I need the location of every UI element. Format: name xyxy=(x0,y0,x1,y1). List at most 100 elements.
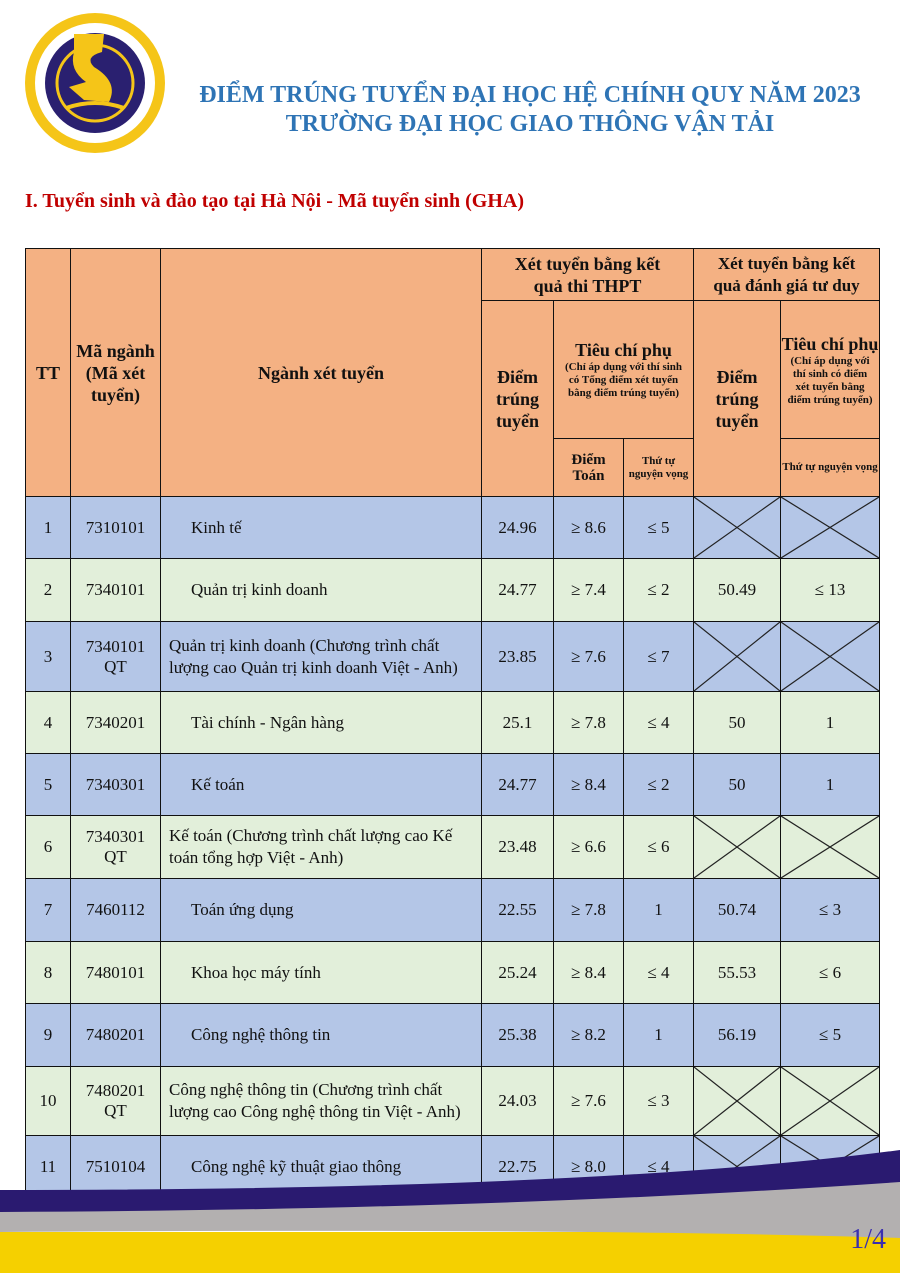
row-math-criteria: ≥ 8.4 xyxy=(553,941,624,1004)
row-order-criteria: ≤ 5 xyxy=(622,496,695,559)
header-thpt-score: Điểm trúng tuyển xyxy=(481,300,554,497)
row-major: Công nghệ thông tin (Chương trình chất l… xyxy=(160,1066,482,1136)
criteria-title: Tiêu chí phụ xyxy=(781,333,879,354)
row-tsa-score xyxy=(693,1066,782,1136)
table-row: 2 7340101 Quản trị kinh doanh 24.77 ≥ 7.4 ≤ 2… xyxy=(25,558,881,622)
row-tt: 5 xyxy=(25,753,71,816)
header-tsa-criteria: Tiêu chí phụ (Chỉ áp dụng với thí sinh c… xyxy=(780,300,881,439)
row-major: Kinh tế xyxy=(160,496,482,559)
not-applicable-cross-icon xyxy=(781,497,879,558)
header-tsa-group: Xét tuyển bằng kết quả đánh giá tư duy xyxy=(693,248,881,301)
row-math-criteria: ≥ 8.4 xyxy=(553,753,624,816)
row-tsa-score: 56.19 xyxy=(693,1003,782,1067)
row-tsa-score xyxy=(693,815,782,879)
row-code: 7310101 xyxy=(70,496,161,559)
row-tt: 7 xyxy=(25,878,71,942)
row-thpt-score: 23.48 xyxy=(481,815,554,879)
row-major: Công nghệ thông tin xyxy=(160,1003,482,1067)
row-tsa-score: 50.74 xyxy=(693,878,782,942)
row-math-criteria: ≥ 8.6 xyxy=(553,496,624,559)
row-tsa-score: 50 xyxy=(693,753,782,816)
header-major: Ngành xét tuyển xyxy=(160,248,482,497)
row-tsa-order: ≤ 6 xyxy=(780,941,881,1004)
header-tsa-score: Điểm trúng tuyển xyxy=(693,300,782,497)
row-tt: 8 xyxy=(25,941,71,1004)
row-tsa-order: ≤ 5 xyxy=(780,1003,881,1067)
row-code: 7340101 xyxy=(70,558,161,622)
not-applicable-cross-icon xyxy=(694,622,780,691)
section-heading: I. Tuyển sinh và đào tạo tại Hà Nội - Mã… xyxy=(25,190,524,212)
row-tsa-order xyxy=(780,815,881,879)
row-math-criteria: ≥ 8.2 xyxy=(553,1003,624,1067)
header-code: Mã ngành (Mã xét tuyển) xyxy=(70,248,161,497)
row-math-criteria: ≥ 7.6 xyxy=(553,1066,624,1136)
header-tsa-order: Thứ tự nguyện vọng xyxy=(780,438,881,497)
row-code: 7480101 xyxy=(70,941,161,1004)
row-tsa-order xyxy=(780,1066,881,1136)
row-tsa-score: 50 xyxy=(693,691,782,754)
table-row: 1 7310101 Kinh tế 24.96 ≥ 8.6 ≤ 5 xyxy=(25,496,881,559)
row-tsa-order: ≤ 13 xyxy=(780,558,881,622)
row-code: 7480201 xyxy=(70,1003,161,1067)
row-thpt-score: 22.55 xyxy=(481,878,554,942)
table-row: 7 7460112 Toán ứng dụng 22.55 ≥ 7.8 1 50.74 ≤ 3 xyxy=(25,878,881,942)
row-tt: 1 xyxy=(25,496,71,559)
row-tsa-score: 55.53 xyxy=(693,941,782,1004)
row-thpt-score: 24.96 xyxy=(481,496,554,559)
university-name: TRƯỜNG ĐẠI HỌC GIAO THÔNG VẬN TẢI xyxy=(285,111,775,137)
header-thpt-criteria: Tiêu chí phụ (Chỉ áp dụng với thí sinh c… xyxy=(552,300,695,439)
criteria-title: Tiêu chí phụ xyxy=(575,340,672,360)
not-applicable-cross-icon xyxy=(694,497,780,558)
table-row: 8 7480101 Khoa học máy tính 25.24 ≥ 8.4 ≤ 4 55… xyxy=(25,941,881,1004)
row-order-criteria: 1 xyxy=(622,878,695,942)
table-row: 3 7340101 QT Quản trị kinh doanh (Chương t… xyxy=(25,621,881,692)
row-code: 7460112 xyxy=(70,878,161,942)
row-major: Tài chính - Ngân hàng xyxy=(160,691,482,754)
row-tsa-order: 1 xyxy=(780,753,881,816)
row-major: Quản trị kinh doanh (Chương trình chất l… xyxy=(160,621,482,692)
table-row: 6 7340301 QT Kế toán (Chương trình chất lư… xyxy=(25,815,881,879)
table-row: 9 7480201 Công nghệ thông tin 25.38 ≥ 8.2 1 56… xyxy=(25,1003,881,1067)
row-math-criteria: ≥ 7.8 xyxy=(553,878,624,942)
row-tt: 4 xyxy=(25,691,71,754)
header-thpt-group: Xét tuyển bằng kết quả thi THPT xyxy=(480,248,695,301)
row-thpt-score: 24.77 xyxy=(481,753,554,816)
row-tsa-order xyxy=(780,621,881,692)
row-tt: 6 xyxy=(25,815,71,879)
footer-decoration xyxy=(0,1150,900,1273)
not-applicable-cross-icon xyxy=(781,622,879,691)
row-order-criteria: ≤ 2 xyxy=(622,558,695,622)
admission-scores-table: TT Mã ngành (Mã xét tuyển) Ngành xét tuy… xyxy=(25,248,881,1198)
row-math-criteria: ≥ 7.4 xyxy=(553,558,624,622)
row-major: Kế toán (Chương trình chất lượng cao Kế … xyxy=(160,815,482,879)
header-tt: TT xyxy=(25,248,71,497)
table-row: 4 7340201 Tài chính - Ngân hàng 25.1 ≥ 7.8 ≤ … xyxy=(25,691,881,754)
row-tsa-score xyxy=(693,496,782,559)
header-thpt-math: Điểm Toán xyxy=(553,438,624,497)
row-thpt-score: 25.24 xyxy=(481,941,554,1004)
row-code: 7340101 QT xyxy=(70,621,161,692)
row-thpt-score: 25.38 xyxy=(481,1003,554,1067)
row-major: Quản trị kinh doanh xyxy=(160,558,482,622)
row-code: 7510104 xyxy=(70,1135,161,1198)
row-thpt-score: 23.85 xyxy=(481,621,554,692)
row-tsa-order: 1 xyxy=(780,691,881,754)
header-thpt-order: Thứ tự nguyện vọng xyxy=(622,438,695,497)
criteria-note: (Chỉ áp dụng với thí sinh có Tổng điểm x… xyxy=(564,361,683,399)
row-tsa-order xyxy=(780,496,881,559)
row-math-criteria: ≥ 6.6 xyxy=(553,815,624,879)
not-applicable-cross-icon xyxy=(781,816,879,878)
row-order-criteria: ≤ 6 xyxy=(622,815,695,879)
row-tt: 2 xyxy=(25,558,71,622)
row-order-criteria: ≤ 7 xyxy=(622,621,695,692)
row-thpt-score: 24.03 xyxy=(481,1066,554,1136)
row-major: Kế toán xyxy=(160,753,482,816)
row-tt: 3 xyxy=(25,621,71,692)
row-tsa-score: 50.49 xyxy=(693,558,782,622)
row-tt: 9 xyxy=(25,1003,71,1067)
table-row: 5 7340301 Kế toán 24.77 ≥ 8.4 ≤ 2 50 1 xyxy=(25,753,881,816)
row-order-criteria: 1 xyxy=(622,1003,695,1067)
row-thpt-score: 25.1 xyxy=(481,691,554,754)
row-code: 7340201 xyxy=(70,691,161,754)
row-math-criteria: ≥ 7.8 xyxy=(553,691,624,754)
